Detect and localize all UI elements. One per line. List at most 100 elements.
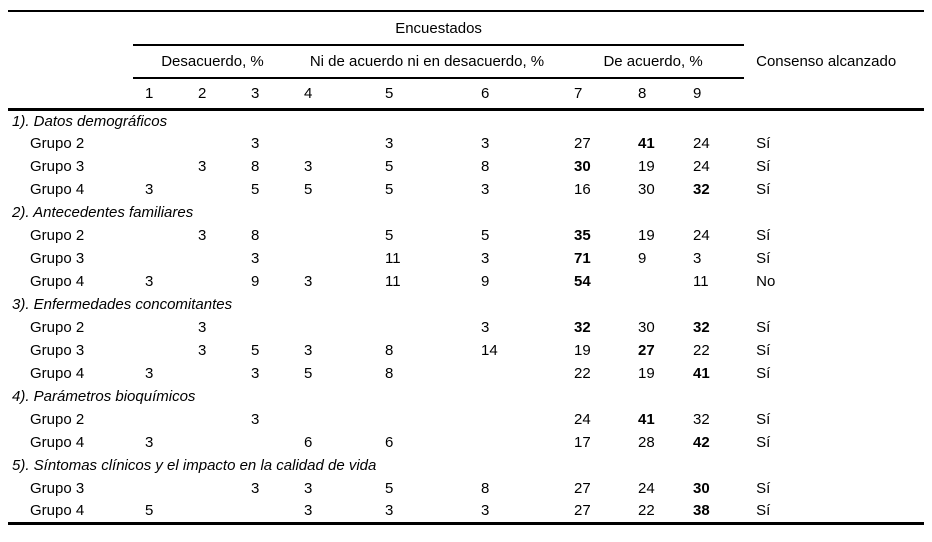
- group-label: Grupo 3: [30, 480, 85, 497]
- delphi-consensus-table: Encuestados Desacuerdo, % Ni de acuerdo …: [8, 10, 925, 525]
- value-cell-col8: 30: [638, 319, 655, 336]
- section-title-row: 1). Datos demográficos: [8, 109, 924, 132]
- value-cell-col4: [292, 132, 373, 155]
- section-title: 1). Datos demográficos: [12, 112, 168, 130]
- value-cell-col4: 6: [304, 434, 313, 451]
- value-cell-col6: 9: [481, 273, 490, 290]
- value-cell-col2: 3: [198, 342, 207, 359]
- value-cell-col7: 27: [574, 502, 591, 520]
- value-cell-col4: 3: [304, 502, 313, 520]
- value-cell-col1: 3: [145, 273, 154, 290]
- value-cell-col6: [469, 362, 562, 385]
- value-cell-col7: 32: [574, 319, 591, 336]
- header-row-groups: Desacuerdo, % Ni de acuerdo ni en desacu…: [8, 45, 924, 79]
- value-cell-col3: 5: [251, 342, 260, 359]
- value-cell-col9: 32: [693, 319, 710, 336]
- table-row: Grupo 4 3 3 5 8 22 19 41 Sí: [8, 362, 924, 385]
- section-title: 3). Enfermedades concomitantes: [12, 296, 233, 313]
- value-cell-col4: 3: [304, 273, 313, 290]
- value-cell-col8: 41: [638, 411, 655, 428]
- value-cell-col9: 24: [693, 227, 710, 244]
- value-cell-col1: [133, 316, 186, 339]
- value-cell-col3: 3: [251, 365, 260, 382]
- value-cell-col6: 3: [481, 181, 490, 198]
- value-cell-col1: 3: [145, 434, 154, 451]
- section-title: 4). Parámetros bioquímicos: [12, 388, 196, 405]
- scale-column-3: 3: [239, 78, 292, 111]
- value-cell-col2: [186, 408, 239, 431]
- value-cell-col4: 5: [304, 365, 313, 382]
- value-cell-col9: 32: [693, 181, 710, 198]
- value-cell-col4: [292, 408, 373, 431]
- value-cell-col6: 3: [481, 319, 490, 336]
- value-cell-col2: [186, 431, 239, 454]
- section-title-row: 3). Enfermedades concomitantes: [8, 293, 924, 316]
- value-cell-col2: [186, 247, 239, 270]
- value-cell-col2: [186, 178, 239, 201]
- value-cell-col7: 30: [574, 158, 591, 175]
- scale-column-4: 4: [292, 78, 373, 111]
- section-title-row: 4). Parámetros bioquímicos: [8, 385, 924, 408]
- group-label: Grupo 4: [30, 434, 85, 451]
- value-cell-col7: 54: [574, 273, 591, 290]
- group-label: Grupo 4: [30, 365, 85, 382]
- value-cell-col1: [133, 477, 186, 500]
- consensus-cell: Sí: [756, 411, 771, 428]
- consensus-cell: Sí: [756, 181, 771, 198]
- table-row: Grupo 4 5 3 3 3 27 22 38 Sí: [8, 500, 924, 523]
- value-cell-col8: 19: [638, 158, 655, 175]
- value-cell-col7: 35: [574, 227, 591, 244]
- value-cell-col5: 6: [385, 434, 394, 451]
- value-cell-col2: [186, 132, 239, 155]
- respondents-header: Encuestados: [133, 11, 745, 46]
- value-cell-col8: 19: [638, 365, 655, 382]
- value-cell-col5: [373, 408, 469, 431]
- group-label: Grupo 3: [30, 250, 85, 267]
- value-cell-col5: 11: [385, 273, 401, 290]
- group-label: Grupo 2: [30, 319, 85, 336]
- value-cell-col1: [133, 408, 186, 431]
- value-cell-col6: 5: [481, 227, 490, 244]
- value-cell-col3: 3: [251, 480, 260, 497]
- value-cell-col5: [373, 316, 469, 339]
- value-cell-col1: [133, 339, 186, 362]
- consensus-cell: No: [756, 273, 776, 290]
- value-cell-col4: 3: [304, 342, 313, 359]
- value-cell-col2: [186, 362, 239, 385]
- spacer-cell: [8, 78, 133, 111]
- group-label: Grupo 4: [30, 273, 85, 290]
- group-label: Grupo 2: [30, 135, 85, 152]
- value-cell-col9: 22: [693, 342, 710, 359]
- value-cell-col6: 8: [481, 158, 490, 175]
- group-label: Grupo 3: [30, 342, 85, 359]
- value-cell-col3: [239, 500, 292, 523]
- table-row: Grupo 3 3 8 3 5 8 30 19 24 Sí: [8, 155, 924, 178]
- value-cell-col5: 5: [385, 158, 394, 175]
- table-row: Grupo 3 3 5 3 8 14 19 27 22 Sí: [8, 339, 924, 362]
- value-cell-col3: 9: [251, 273, 260, 290]
- table-row: Grupo 3 3 11 3 71 9 3 Sí: [8, 247, 924, 270]
- value-cell-col7: 24: [574, 411, 591, 428]
- value-cell-col6: [469, 431, 562, 454]
- group-header-neutral: Ni de acuerdo ni en desacuerdo, %: [292, 45, 562, 79]
- group-header-disagree: Desacuerdo, %: [133, 45, 292, 79]
- value-cell-col9: 30: [693, 480, 710, 497]
- value-cell-col4: 3: [304, 480, 313, 497]
- value-cell-col1: 3: [145, 365, 154, 382]
- scale-column-6: 6: [469, 78, 562, 111]
- table-row: Grupo 3 3 3 5 8 27 24 30 Sí: [8, 477, 924, 500]
- scale-column-2: 2: [186, 78, 239, 111]
- spacer-cell: [744, 11, 924, 45]
- group-label: Grupo 2: [30, 411, 85, 428]
- value-cell-col2: [186, 270, 239, 293]
- value-cell-col9: 42: [693, 434, 710, 451]
- consensus-cell: Sí: [756, 365, 771, 382]
- value-cell-col9: 24: [693, 158, 710, 175]
- value-cell-col5: 3: [385, 502, 394, 520]
- group-header-agree: De acuerdo, %: [562, 45, 745, 79]
- table-row: Grupo 2 3 24 41 32 Sí: [8, 408, 924, 431]
- consensus-cell: Sí: [756, 135, 771, 152]
- value-cell-col2: 3: [198, 227, 207, 244]
- value-cell-col2: 3: [198, 158, 207, 175]
- value-cell-col1: 5: [145, 502, 154, 520]
